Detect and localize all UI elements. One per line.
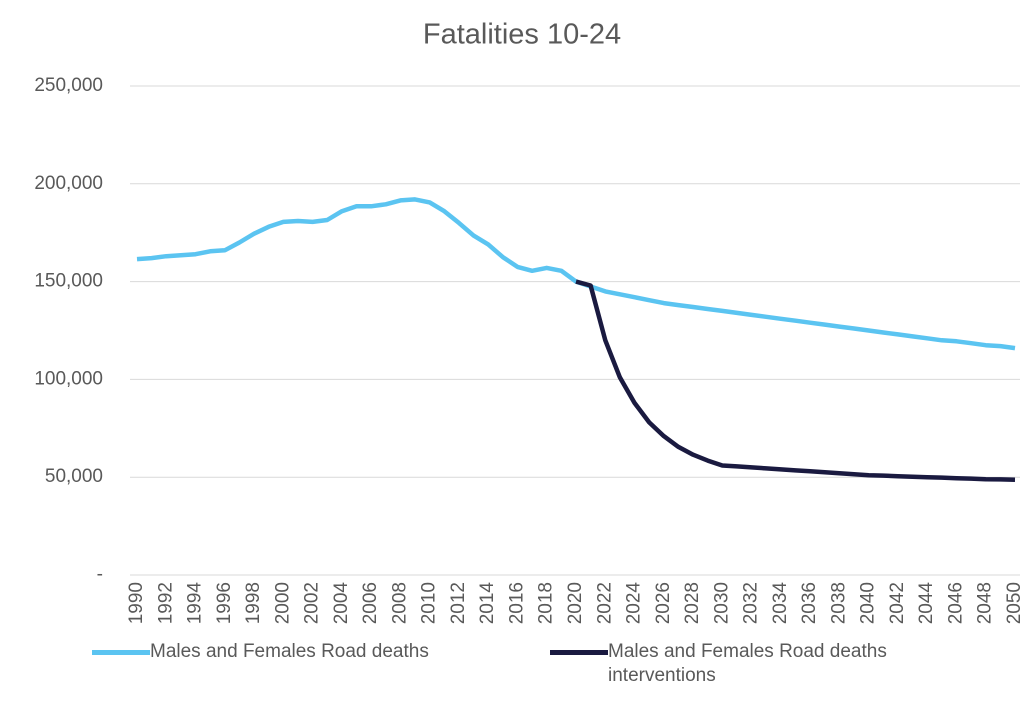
y-tick-label: 150,000 xyxy=(34,271,103,292)
x-tick-label: 2046 xyxy=(945,582,966,624)
x-tick-label: 2008 xyxy=(389,582,410,624)
legend-label: Males and Females Road deaths xyxy=(150,641,429,662)
x-tick-label: 2028 xyxy=(682,582,703,624)
series-line xyxy=(575,279,1016,482)
y-tick-label: - xyxy=(97,564,103,585)
x-tick-label: 2002 xyxy=(302,582,323,624)
x-tick-label: 2020 xyxy=(565,582,586,624)
x-tick-label: 2030 xyxy=(711,582,732,624)
x-tick-label: 2026 xyxy=(653,582,674,624)
x-tick-label: 2032 xyxy=(741,582,762,624)
x-tick-label: 2050 xyxy=(1004,582,1022,624)
x-tick-label: 2040 xyxy=(858,582,879,624)
x-tick-label: 2012 xyxy=(448,582,469,624)
x-tick-label: 2018 xyxy=(536,582,557,624)
legend-item: Males and Females Road deaths xyxy=(92,640,532,664)
x-tick-label: 1996 xyxy=(214,582,235,624)
legend-item: Males and Females Road deaths interventi… xyxy=(550,640,970,688)
legend-swatch xyxy=(92,650,150,655)
y-tick-label: 200,000 xyxy=(34,173,103,194)
chart-title: Fatalities 10-24 xyxy=(423,19,621,51)
x-tick-label: 1990 xyxy=(126,582,147,624)
x-tick-label: 2014 xyxy=(477,582,498,625)
x-tick-label: 2034 xyxy=(770,582,791,625)
legend-label: Males and Females Road deaths interventi… xyxy=(608,641,887,686)
x-tick-label: 2006 xyxy=(360,582,381,624)
x-tick-label: 2010 xyxy=(419,582,440,624)
y-tick-label: 50,000 xyxy=(45,466,103,487)
x-tick-label: 2036 xyxy=(799,582,820,624)
x-tick-label: 2042 xyxy=(887,582,908,624)
series-line xyxy=(136,197,1016,351)
x-tick-label: 2048 xyxy=(975,582,996,624)
x-tick-label: 1994 xyxy=(185,582,206,625)
legend-swatch xyxy=(550,650,608,655)
x-tick-label: 1992 xyxy=(155,582,176,624)
x-tick-label: 2024 xyxy=(624,582,645,625)
x-tick-label: 2000 xyxy=(272,582,293,624)
x-tick-label: 2004 xyxy=(331,582,352,625)
x-tick-label: 2022 xyxy=(594,582,615,624)
x-tick-label: 2038 xyxy=(828,582,849,624)
x-tick-label: 2044 xyxy=(916,582,937,625)
y-tick-label: 100,000 xyxy=(34,368,103,389)
x-tick-label: 2016 xyxy=(506,582,527,624)
chart: Fatalities 10-24 - 50,000 100,000 150,000 20… xyxy=(34,19,1022,625)
x-tick-label: 1998 xyxy=(243,582,264,624)
y-tick-label: 250,000 xyxy=(34,75,103,96)
